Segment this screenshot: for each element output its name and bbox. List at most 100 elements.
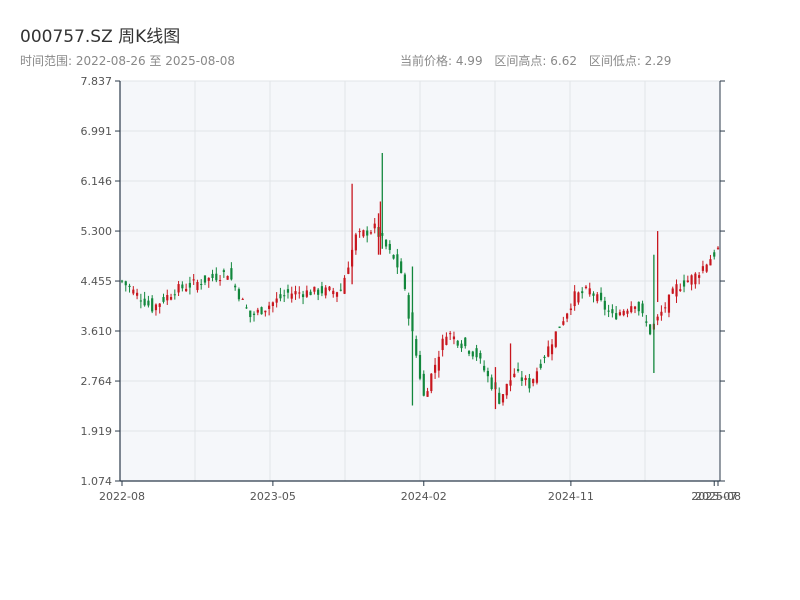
candle-body — [694, 273, 697, 285]
candle-body — [705, 264, 708, 272]
candle-body — [679, 289, 682, 291]
x-tick-label: 2024-02 — [401, 490, 447, 503]
candle-body — [135, 292, 139, 296]
y-tick-label: 1.074 — [81, 475, 113, 488]
x-tick-label: 2024-11 — [548, 490, 594, 503]
candle-body — [226, 275, 229, 280]
candle-body — [237, 289, 241, 300]
candle-body — [460, 343, 463, 349]
candle-body — [528, 378, 531, 389]
x-tick-label: 2023-05 — [250, 490, 296, 503]
candle-body — [169, 297, 173, 300]
candle-body — [188, 282, 191, 288]
candle-body — [173, 294, 176, 296]
candle-body — [713, 252, 716, 257]
candle-body — [667, 294, 671, 313]
candle-body — [430, 373, 433, 392]
candle-body — [222, 270, 225, 273]
candle-body — [554, 331, 557, 347]
candle-body — [422, 373, 425, 396]
candle-body — [524, 377, 527, 381]
candle-body — [588, 288, 591, 295]
y-tick-label: 2.764 — [81, 375, 113, 388]
candle-body — [354, 234, 357, 251]
candle-body — [120, 280, 124, 282]
candle-body — [637, 301, 640, 312]
candle-body — [562, 321, 565, 325]
candle-body — [396, 254, 399, 268]
candle-body — [611, 309, 614, 314]
candle-body — [177, 284, 180, 293]
candle-body — [335, 292, 339, 297]
candle-body — [716, 247, 720, 249]
candle-body — [218, 280, 222, 282]
candle-body — [332, 290, 335, 295]
candle-body — [143, 298, 146, 306]
candle-body — [196, 282, 199, 291]
y-tick-label: 3.610 — [81, 325, 113, 338]
candle-body — [264, 310, 267, 313]
candle-body — [313, 286, 316, 292]
candle-body — [324, 287, 327, 296]
candle-body — [215, 273, 218, 281]
candle-body — [547, 346, 550, 357]
candle-body — [486, 370, 489, 377]
range-high-label: 区间高点: 6.62 — [494, 54, 577, 68]
candle-body — [403, 274, 407, 290]
y-tick-label: 6.146 — [81, 175, 113, 188]
candle-body — [234, 285, 237, 288]
chart-title: 000757.SZ 周K线图 — [20, 27, 181, 47]
candle-body — [339, 289, 342, 291]
candle-body — [456, 340, 459, 346]
candle-body — [151, 298, 154, 312]
candle-body — [513, 373, 516, 378]
candle-body — [275, 298, 278, 303]
range-low-label: 区间低点: 2.29 — [588, 54, 672, 68]
candle-body — [581, 291, 584, 294]
candle-body — [441, 338, 444, 351]
candle-body — [686, 280, 689, 283]
candle-body — [690, 275, 693, 285]
candle-body — [701, 266, 705, 271]
candle-body — [207, 277, 210, 281]
x-tick-label: 2025-07 — [691, 490, 737, 503]
candle-body — [185, 288, 188, 292]
candle-body — [268, 305, 271, 309]
candle-body — [649, 324, 652, 335]
candle-body — [603, 300, 606, 310]
candle-body — [449, 333, 452, 335]
candle-body — [369, 232, 373, 234]
x-tick-label: 2025-08 — [695, 490, 741, 503]
candle-body — [607, 310, 610, 312]
candle-body — [260, 307, 263, 315]
current-price-label: 当前价格: 4.99 — [400, 54, 483, 68]
candle-body — [128, 285, 131, 288]
candle-body — [467, 351, 471, 354]
candle-body — [622, 310, 625, 316]
candle-body — [566, 313, 569, 319]
candle-body — [290, 293, 293, 299]
candle-body — [475, 348, 478, 358]
candle-body — [373, 223, 376, 229]
candle-body — [584, 286, 588, 289]
candle-body — [328, 286, 331, 291]
candle-body — [124, 281, 127, 286]
candle-body — [181, 284, 184, 289]
candle-body — [682, 280, 686, 287]
candle-body — [158, 303, 161, 307]
candle-body — [343, 277, 346, 294]
candle-body — [550, 344, 554, 355]
candle-body — [309, 291, 312, 296]
candle-body — [615, 313, 618, 320]
candle-body — [535, 371, 539, 383]
candle-body — [671, 288, 674, 294]
candle-body — [384, 239, 388, 247]
candle-body — [388, 243, 391, 250]
candle-body — [479, 353, 482, 359]
candle-body — [437, 356, 440, 371]
candle-body — [464, 337, 467, 347]
candle-body — [392, 254, 395, 259]
candle-body — [320, 286, 324, 294]
candle-body — [279, 294, 282, 299]
